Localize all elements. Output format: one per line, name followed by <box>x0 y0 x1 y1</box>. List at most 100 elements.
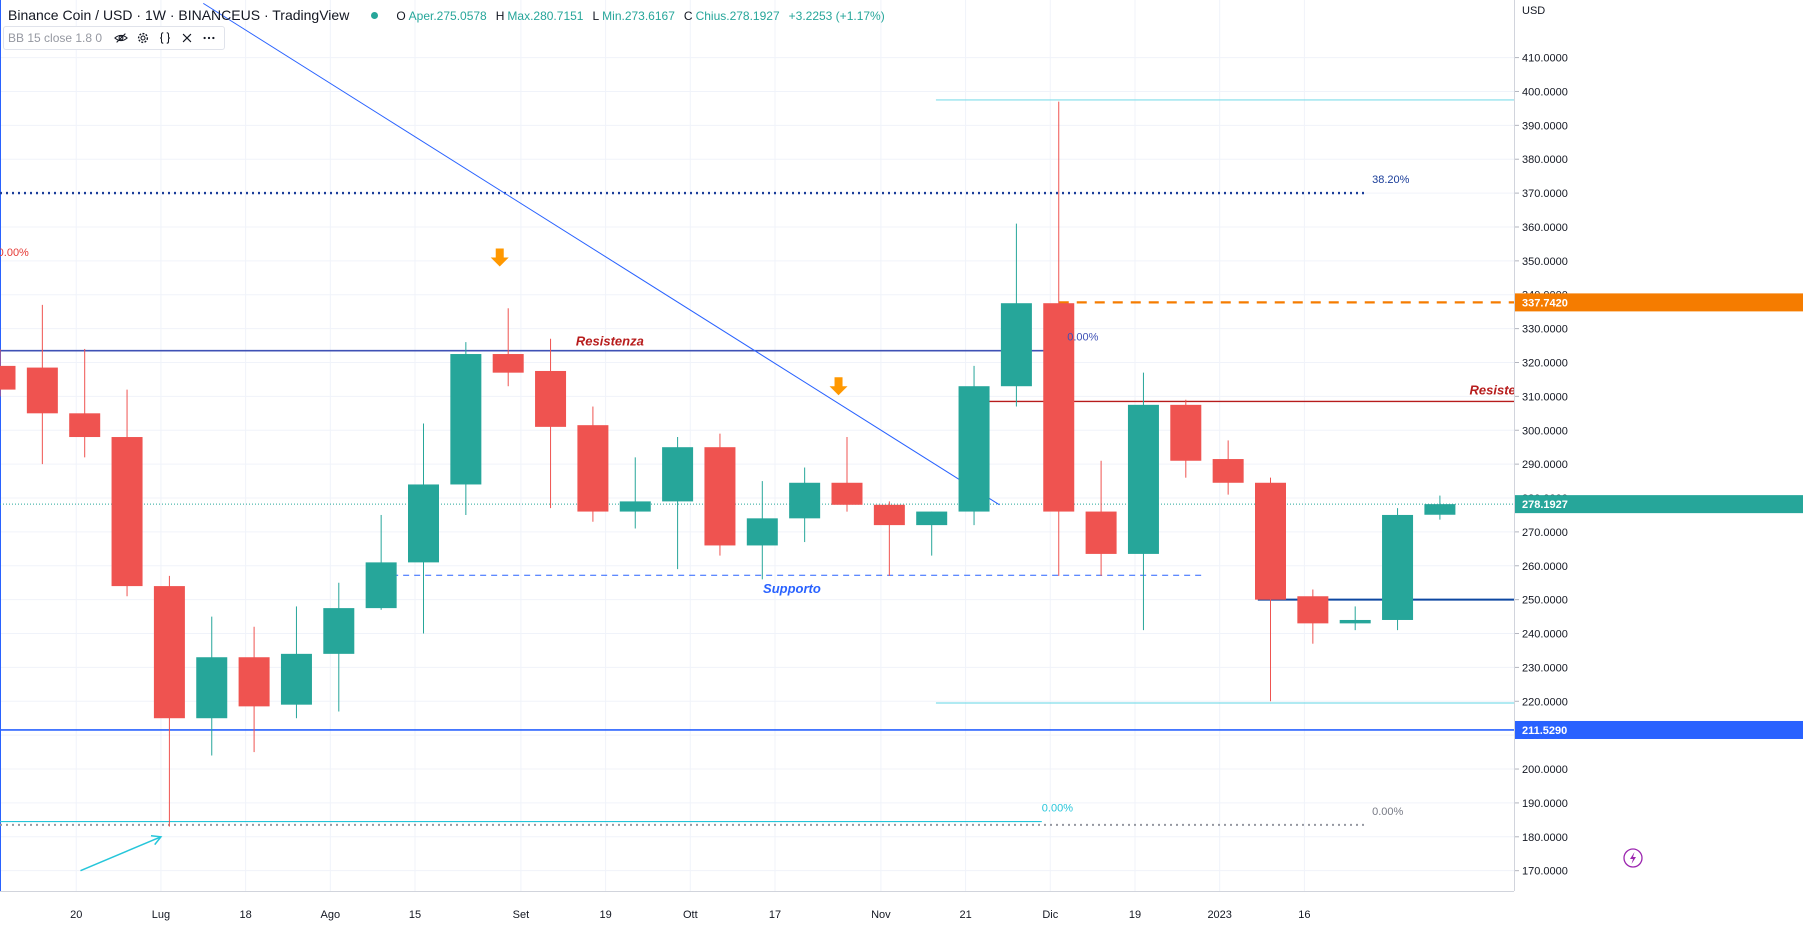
y-tick-label: 300.0000 <box>1522 425 1568 437</box>
candle-body <box>873 504 905 526</box>
candle <box>1000 223 1032 407</box>
candle-body <box>1000 303 1032 387</box>
sell-arrow-2[interactable] <box>829 377 848 396</box>
x-tick-label: 18 <box>240 909 252 921</box>
downtrend-line[interactable] <box>203 2 1000 506</box>
ohlc-values: O Aper.275.0578 H Max.280.7151 L Min.273.6167… <box>396 8 893 23</box>
arrows <box>490 248 848 396</box>
y-tick-label: 230.0000 <box>1522 662 1568 674</box>
candle-body <box>1170 404 1202 461</box>
candle <box>280 606 312 719</box>
candle <box>365 514 397 610</box>
candle-body <box>662 447 694 502</box>
candle-body <box>704 447 736 546</box>
price-labels: 211.5290 337.7420 278.1927 <box>1515 293 1803 739</box>
candle-body <box>1255 482 1286 600</box>
annotations: ResistenzaResistenzaSupporto50.00%38.20%… <box>0 174 1537 818</box>
lightning-icon-ring <box>1623 848 1643 868</box>
supporto-label: Supporto <box>763 581 821 596</box>
currency-label: USD <box>1522 5 1545 17</box>
close-icon[interactable] <box>176 28 198 48</box>
candles <box>0 101 1456 827</box>
candle <box>746 481 778 580</box>
ohlc-value: Aper.275.0578 <box>408 8 487 23</box>
candle-body <box>408 484 439 563</box>
braces-icon[interactable] <box>154 28 176 48</box>
sell-arrow-1[interactable] <box>490 248 509 267</box>
candle <box>1424 495 1456 520</box>
candle-body <box>916 511 948 526</box>
candle-body <box>238 657 270 707</box>
candle-body <box>1085 511 1117 554</box>
candle <box>238 626 270 753</box>
ohlc-key: O <box>396 8 406 23</box>
price-axis-bg <box>1514 0 1803 928</box>
candle-body <box>492 354 524 373</box>
candle-body <box>450 354 482 485</box>
candle-body <box>831 482 863 505</box>
ohlc-value: +3.2253 (+1.17%) <box>788 8 885 23</box>
candle <box>69 348 101 458</box>
candle <box>1339 606 1371 631</box>
lightning-icon[interactable] <box>1623 848 1643 868</box>
x-tick-label: Ott <box>683 909 698 921</box>
candle-body <box>365 562 397 609</box>
candle <box>408 423 439 634</box>
candle-body <box>577 425 609 512</box>
y-tick-label: 320.0000 <box>1522 357 1568 369</box>
ohlc-value: Min.273.6167 <box>602 8 675 23</box>
y-tick-label: 240.0000 <box>1522 629 1568 641</box>
gear-icon[interactable] <box>132 28 154 48</box>
x-tick-label: 15 <box>409 909 421 921</box>
candle <box>916 511 948 556</box>
x-tick-label: 19 <box>1129 909 1141 921</box>
candle <box>577 406 609 522</box>
candle-body <box>619 501 651 512</box>
orange-dashed-line-price-tag-bg <box>1515 293 1803 312</box>
candle-body <box>1127 404 1159 554</box>
candle <box>1297 589 1329 644</box>
fib-50-label: 50.00% <box>0 247 29 259</box>
eye-off-icon[interactable] <box>110 28 132 48</box>
x-tick-label: Nov <box>871 909 891 921</box>
lightning-icon-bolt <box>1630 852 1636 864</box>
x-tick-label: 2023 <box>1207 909 1231 921</box>
candle <box>492 308 524 387</box>
y-tick-label: 330.0000 <box>1522 324 1568 336</box>
candle <box>704 433 736 556</box>
cyan-arrow-head <box>150 835 163 846</box>
candle <box>1382 508 1414 631</box>
grid <box>0 0 1514 891</box>
orange-dashed-line-price-tag: 337.7420 <box>1522 297 1568 309</box>
candle <box>873 501 905 576</box>
y-tick-label: 200.0000 <box>1522 764 1568 776</box>
y-tick-label: 360.0000 <box>1522 222 1568 234</box>
horizontal-lines <box>0 99 1514 826</box>
candle <box>789 467 821 543</box>
time-axis[interactable]: Giu20Lug18Ago15Set19Ott17Nov21Dic1920231… <box>0 891 1803 928</box>
x-tick-label: 20 <box>70 909 82 921</box>
symbol-title[interactable]: Binance Coin / USD · 1W · BINANCEUS · Tr… <box>8 7 350 23</box>
candle <box>1255 477 1286 702</box>
support-blue-line-price-tag-bg <box>1515 720 1803 739</box>
candle-body <box>323 608 355 654</box>
candle-body <box>153 586 185 719</box>
cyan-arrow-line[interactable] <box>80 836 162 872</box>
candle <box>0 348 16 397</box>
last-price-tag: 278.1927 <box>1522 499 1568 511</box>
fib-382-label: 38.20% <box>1372 174 1410 186</box>
candle <box>1212 440 1244 495</box>
chart-legend: Binance Coin / USD · 1W · BINANCEUS · Tr… <box>8 5 894 25</box>
support-blue-line-price-tag: 211.5290 <box>1522 725 1567 737</box>
more-icon[interactable] <box>198 28 220 48</box>
price-axis[interactable]: 410.0000 400.0000 390.0000 380.0000 370.0000… <box>1514 0 1803 928</box>
x-tick-label: Dic <box>1042 909 1058 921</box>
candle <box>958 365 990 526</box>
last-price-tag-bg <box>1515 495 1803 514</box>
candle-body <box>111 437 143 587</box>
indicator-label[interactable]: BB 15 close 1.8 0 <box>8 31 103 45</box>
y-tick-label: 290.0000 <box>1522 459 1568 471</box>
candle <box>323 582 355 712</box>
candle <box>1043 101 1075 576</box>
